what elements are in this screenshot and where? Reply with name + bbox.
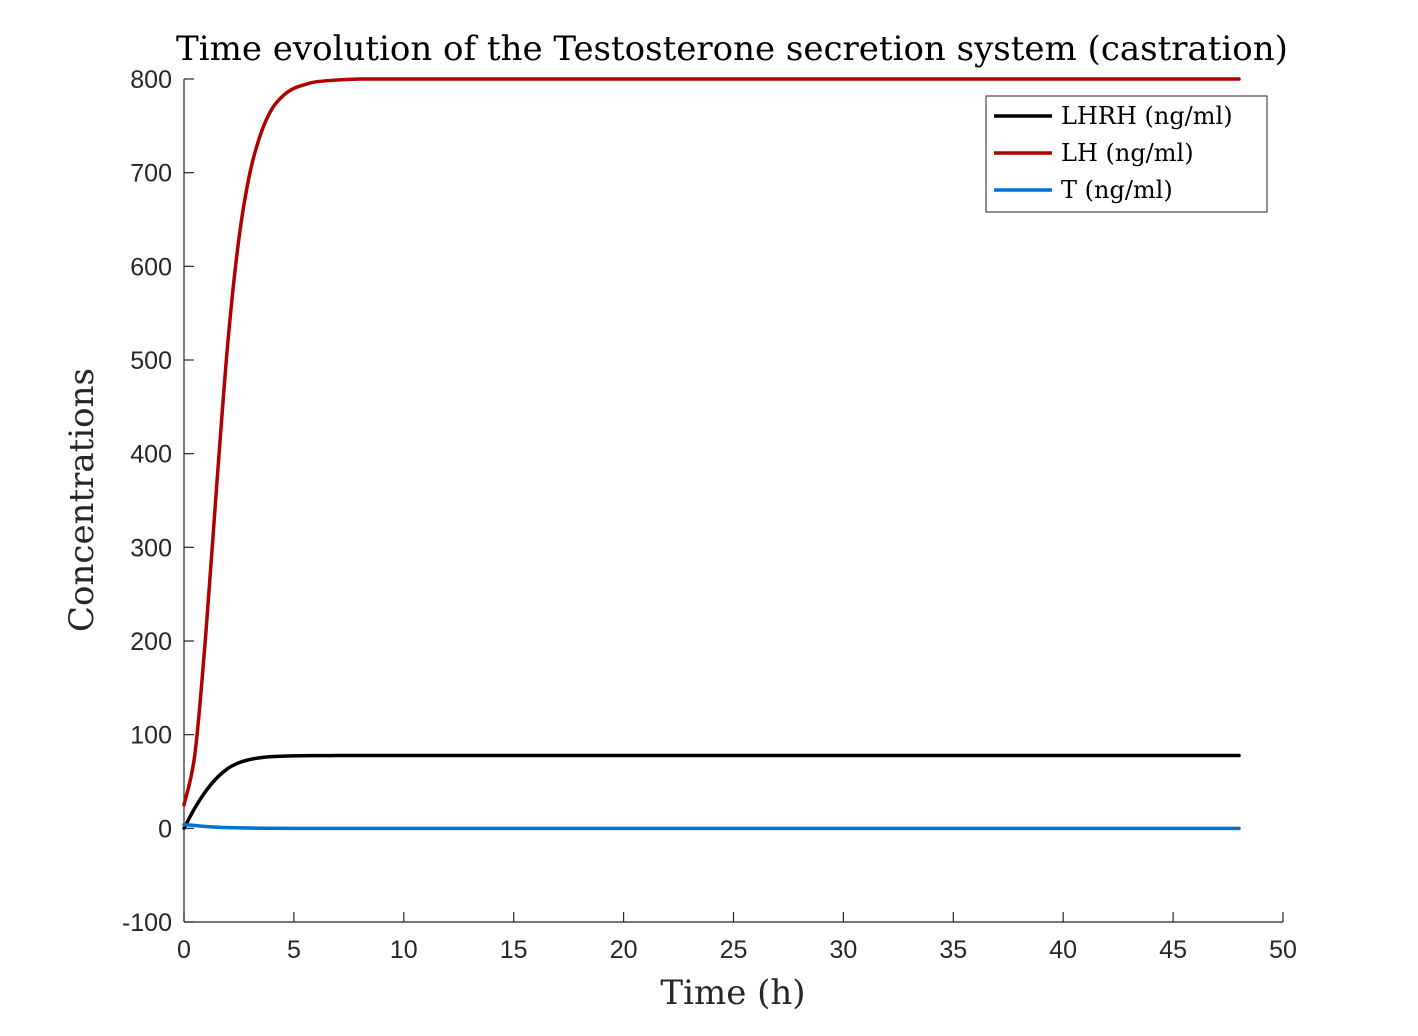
series-line-1 bbox=[182, 77, 1241, 807]
y-tick-label: 300 bbox=[130, 534, 172, 562]
y-tick-label: 0 bbox=[158, 815, 172, 843]
legend-label: LHRH (ng/ml) bbox=[1061, 102, 1233, 130]
legend-label: LH (ng/ml) bbox=[1061, 139, 1194, 167]
y-tick-label: 400 bbox=[130, 441, 172, 469]
y-tick-label: 600 bbox=[130, 253, 172, 281]
y-tick-label: 100 bbox=[130, 722, 172, 750]
series-line-0 bbox=[182, 753, 1241, 831]
plot-area: 0 5 10 15 20 25 30 35 40 45 50-1000100200300400500… bbox=[122, 66, 1297, 964]
y-tick-label: -100 bbox=[122, 909, 172, 937]
y-tick-label: 200 bbox=[130, 628, 172, 656]
x-tick-label: 5 bbox=[287, 936, 301, 964]
x-tick-label: 0 bbox=[177, 936, 191, 964]
chart-title: Time evolution of the Testosterone secre… bbox=[176, 29, 1288, 69]
x-tick-label: 10 bbox=[390, 936, 418, 964]
legend-label: T (ng/ml) bbox=[1061, 176, 1173, 204]
x-tick-label: 35 bbox=[939, 936, 967, 964]
x-tick-label: 20 bbox=[610, 936, 638, 964]
x-tick-label: 40 bbox=[1049, 936, 1077, 964]
x-tick-label: 50 bbox=[1269, 936, 1297, 964]
y-tick-label: 500 bbox=[130, 347, 172, 375]
x-tick-label: 15 bbox=[500, 936, 528, 964]
x-axis-label: Time (h) bbox=[660, 973, 805, 1013]
series-line-2 bbox=[182, 822, 1241, 831]
ticks: 0 5 10 15 20 25 30 35 40 45 50-1000100200300400500… bbox=[122, 66, 1297, 964]
x-tick-label: 30 bbox=[829, 936, 857, 964]
x-tick-label: 45 bbox=[1159, 936, 1187, 964]
y-tick-label: 700 bbox=[130, 160, 172, 188]
x-tick-label: 25 bbox=[720, 936, 748, 964]
y-axis-label: Concentrations bbox=[62, 368, 102, 632]
series-lines bbox=[182, 77, 1241, 831]
legend: LHRH (ng/ml) LH (ng/ml) T (ng/ml) bbox=[985, 95, 1268, 213]
y-tick-label: 800 bbox=[130, 66, 172, 94]
